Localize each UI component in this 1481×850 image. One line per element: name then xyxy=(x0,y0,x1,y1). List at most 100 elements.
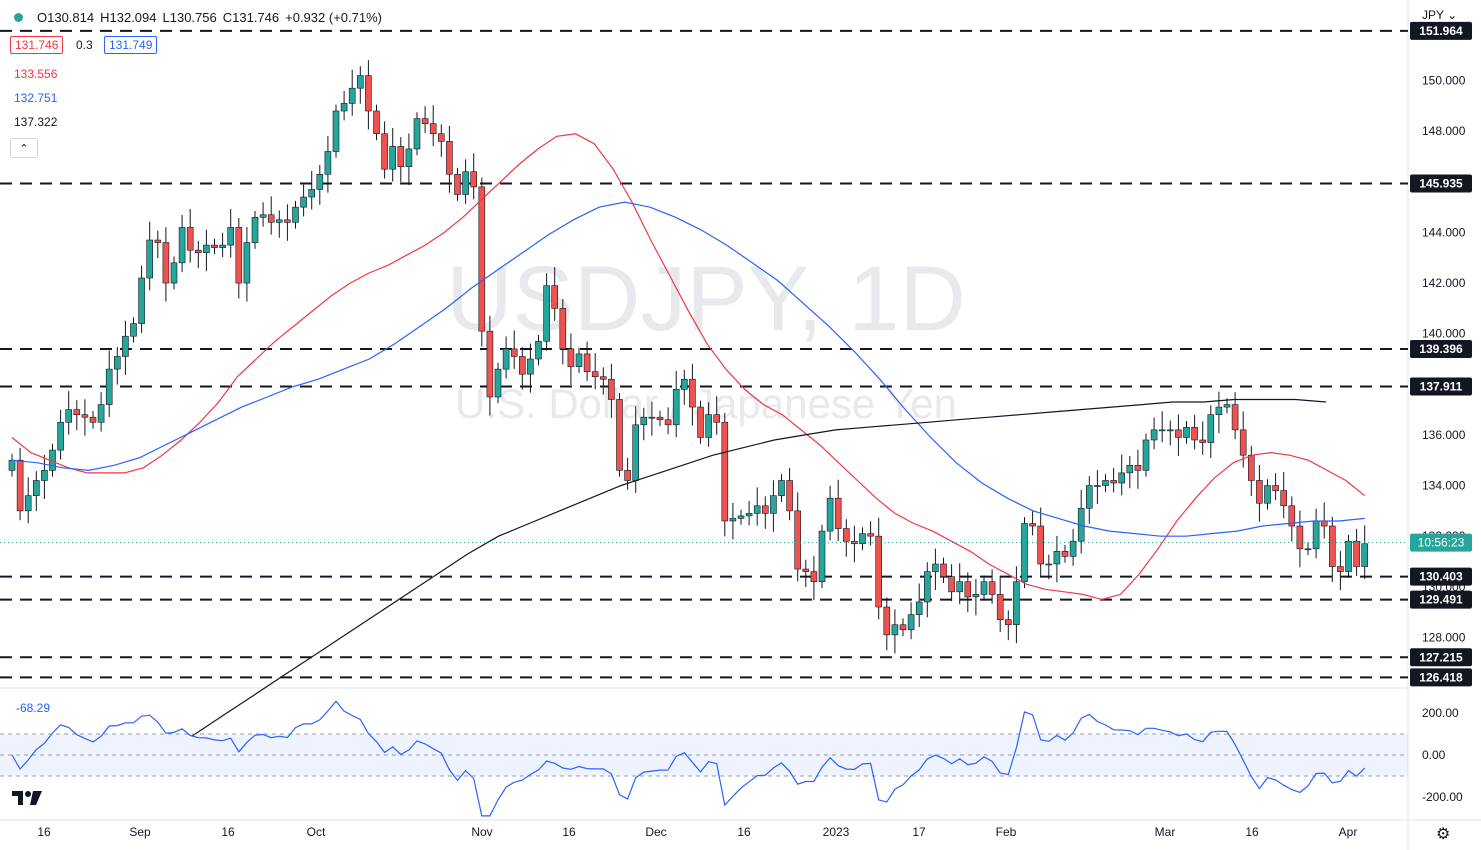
ask-button[interactable]: 131.749 xyxy=(104,36,158,54)
candle-body xyxy=(429,123,437,135)
candle-body xyxy=(1207,414,1215,443)
candle-body xyxy=(1029,523,1036,527)
candle-body xyxy=(940,563,947,577)
y-tick-label: 134.000 xyxy=(1422,479,1466,493)
candle-body xyxy=(680,378,688,390)
candle-down xyxy=(656,410,664,427)
candle-body xyxy=(251,216,259,243)
candle-body xyxy=(648,416,656,419)
candle-body xyxy=(729,518,737,522)
candle-up xyxy=(1102,474,1109,492)
candle-up xyxy=(340,90,348,121)
candle-body xyxy=(502,348,510,370)
candle-body xyxy=(284,219,291,223)
candle-up xyxy=(680,369,688,405)
candle-body xyxy=(899,624,907,631)
candle-up xyxy=(640,407,648,441)
x-tick-label: Apr xyxy=(1339,825,1358,839)
candle-body xyxy=(923,571,931,603)
level-label: 130.403 xyxy=(1419,570,1463,584)
candle-body xyxy=(178,227,186,264)
candle-body xyxy=(1248,454,1255,481)
candle-down xyxy=(195,240,202,269)
candle-body xyxy=(1045,563,1053,566)
candle-body xyxy=(332,110,340,152)
candle-up xyxy=(122,320,129,375)
candle-up xyxy=(130,317,137,343)
candle-down xyxy=(802,559,810,588)
x-tick-label: Oct xyxy=(307,825,326,839)
candle-body xyxy=(1094,485,1101,487)
candle-up xyxy=(316,164,324,205)
candle-up xyxy=(1345,534,1352,578)
candle-down xyxy=(1029,511,1036,536)
candle-up xyxy=(745,500,753,526)
candle-down xyxy=(89,410,97,429)
candle-down xyxy=(1272,473,1279,500)
candle-down xyxy=(162,227,170,302)
candle-body xyxy=(1183,427,1190,438)
candle-down xyxy=(599,367,607,395)
candle-down xyxy=(689,363,696,426)
candle-down xyxy=(381,121,388,179)
y-tick-label: 140.000 xyxy=(1422,327,1466,341)
candle-body xyxy=(1231,404,1239,431)
candle-up xyxy=(770,480,777,532)
candle-up xyxy=(818,524,826,589)
candle-body xyxy=(632,424,640,481)
collapse-legend-button[interactable]: ⌃ xyxy=(10,138,38,158)
candle-body xyxy=(267,214,275,223)
candle-up xyxy=(535,334,542,366)
candle-up xyxy=(8,453,16,477)
candle-up xyxy=(356,66,364,104)
candle-down xyxy=(851,525,858,563)
candle-up xyxy=(1223,398,1231,414)
bid-button[interactable]: 131.746 xyxy=(10,36,64,54)
candle-body xyxy=(1320,520,1328,527)
x-tick-label: Feb xyxy=(996,825,1017,839)
candle-up xyxy=(705,402,712,447)
candle-body xyxy=(1037,525,1044,565)
candle-body xyxy=(397,146,405,167)
candle-body xyxy=(988,581,996,595)
candle-down xyxy=(510,330,518,369)
candle-body xyxy=(543,285,550,342)
candle-down xyxy=(810,556,818,601)
candle-body xyxy=(1312,520,1320,550)
candle-down xyxy=(267,196,275,235)
candle-body xyxy=(980,581,988,595)
candle-up xyxy=(1264,479,1271,510)
candle-down xyxy=(284,204,291,241)
candle-body xyxy=(1215,406,1223,415)
currency-selector[interactable]: JPY ⌄ xyxy=(1422,8,1458,22)
candle-down xyxy=(1256,465,1263,522)
candle-body xyxy=(227,227,234,246)
candle-up xyxy=(543,273,550,351)
candle-up xyxy=(203,229,210,272)
candle-body xyxy=(454,173,461,195)
candle-up xyxy=(324,136,332,193)
candle-body xyxy=(89,416,97,423)
candle-body xyxy=(1280,490,1287,507)
candle-body xyxy=(794,510,802,570)
level-label: 139.396 xyxy=(1419,342,1463,356)
candle-up xyxy=(389,127,397,182)
candle-body xyxy=(211,244,218,248)
cci-value: -68.29 xyxy=(16,701,51,715)
candle-body xyxy=(470,171,478,188)
tradingview-logo-icon[interactable] xyxy=(12,789,44,807)
candle-up xyxy=(753,487,761,526)
settings-gear-icon[interactable]: ⚙ xyxy=(1436,826,1451,843)
candle-body xyxy=(1337,566,1344,572)
candle-down xyxy=(16,447,24,521)
candle-body xyxy=(162,242,170,284)
candle-down xyxy=(1288,496,1296,542)
candle-body xyxy=(1199,439,1206,443)
candle-up xyxy=(1142,433,1150,477)
candle-body xyxy=(689,378,696,408)
candle-body xyxy=(859,533,866,545)
candle-body xyxy=(41,470,48,481)
candle-up xyxy=(907,602,915,640)
